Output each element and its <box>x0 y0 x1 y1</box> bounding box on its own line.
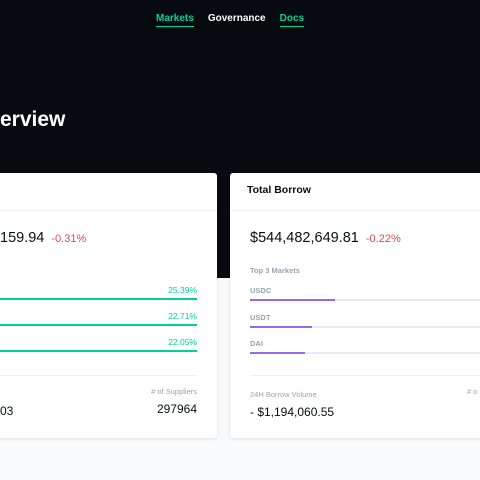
supply-market-bar <box>0 298 197 300</box>
borrow-market-track <box>250 326 480 328</box>
nav-link-docs[interactable]: Docs <box>279 13 305 27</box>
borrow-volume-label: 24H Borrow Volume <box>250 390 317 399</box>
supply-total-change: -0.31% <box>51 233 87 245</box>
supply-total: 159.94 -0.31% <box>0 230 86 246</box>
borrow-total-value: $544,482,649.81 <box>250 230 359 246</box>
supply-market-bar <box>0 324 197 326</box>
borrow-market-row: USDT <box>250 313 480 339</box>
supply-market-percent: 22.71% <box>168 311 197 321</box>
borrow-total-change: -0.22% <box>365 233 401 245</box>
borrow-market-bar <box>250 352 306 354</box>
supply-market-row: 22.05% <box>0 337 197 363</box>
nav-link-governance[interactable]: Governance <box>207 13 266 24</box>
borrow-market-name: DAI <box>250 339 263 348</box>
page-title: erview <box>0 108 66 131</box>
supply-market-row: 25.39% <box>0 285 197 311</box>
suppliers-label: # of Suppliers <box>151 387 197 396</box>
supply-card-header <box>0 173 217 211</box>
suppliers-value: 297964 <box>156 402 197 416</box>
nav-link-markets[interactable]: Markets <box>156 13 194 27</box>
borrow-market-track <box>250 352 480 354</box>
supply-market-percent: 25.39% <box>168 285 197 295</box>
supply-volume-value: 03 <box>0 404 14 418</box>
total-supply-card: 159.94 -0.31% 25.39% 22.71% 22.05% # of … <box>0 173 217 438</box>
borrow-market-name: USDT <box>250 313 271 322</box>
borrowers-label: # o <box>467 387 478 396</box>
borrow-total: $544,482,649.81 -0.22% <box>250 230 401 246</box>
top-markets-label: Top 3 Markets <box>250 266 300 275</box>
supply-market-track <box>0 298 197 300</box>
supply-market-track <box>0 350 197 352</box>
borrow-card-title: Total Borrow <box>230 173 480 211</box>
borrow-market-row: USDC <box>250 286 480 312</box>
supply-market-bar <box>0 350 197 352</box>
borrow-market-track <box>250 299 480 301</box>
borrow-market-bar <box>250 299 336 301</box>
borrow-market-name: USDC <box>250 286 272 295</box>
supply-market-percent: 22.05% <box>168 337 197 347</box>
supply-total-value: 159.94 <box>0 230 45 246</box>
supply-market-row: 22.71% <box>0 311 197 337</box>
supply-market-track <box>0 324 197 326</box>
borrow-market-row: DAI <box>250 339 480 365</box>
supply-divider <box>0 375 197 376</box>
borrow-divider <box>250 375 480 376</box>
borrow-volume-value: - $1,194,060.55 <box>250 405 335 419</box>
total-borrow-card: Total Borrow $544,482,649.81 -0.22% Top … <box>230 173 480 438</box>
top-nav: Markets Governance Docs <box>156 13 305 27</box>
borrow-market-bar <box>250 326 313 328</box>
